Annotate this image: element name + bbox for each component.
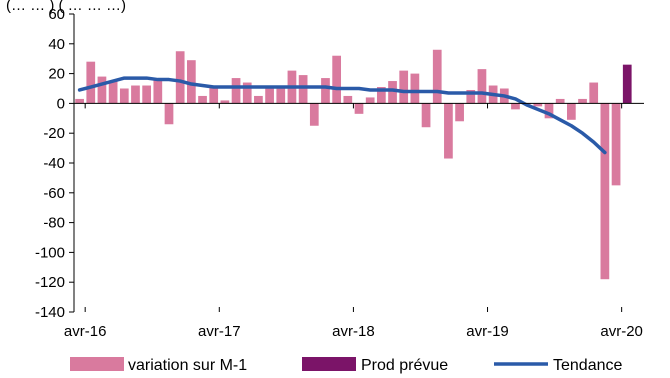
bar-variation xyxy=(589,82,599,104)
bar-variation xyxy=(298,75,308,104)
bar-variation xyxy=(455,103,464,122)
top-note: (… … ) ( … … …) xyxy=(6,0,126,14)
legend-label-variation: variation sur M-1 xyxy=(128,357,247,374)
bar-variation xyxy=(97,76,107,104)
y-tick-label: -80 xyxy=(43,215,65,232)
trend-line-group xyxy=(77,76,607,155)
x-tick-label: avr-16 xyxy=(64,323,107,340)
bar-variation xyxy=(421,103,431,128)
bar-variation xyxy=(533,103,543,107)
x-axis: avr-16 avr-17 avr-18 avr-19 avr-20 xyxy=(64,102,644,340)
bar-variation xyxy=(399,70,409,104)
y-tick-label: -100 xyxy=(35,244,65,261)
bar-variation xyxy=(578,98,587,104)
y-tick-label: 60 xyxy=(48,6,65,23)
bar-variation xyxy=(511,103,520,110)
bar-variation xyxy=(309,103,319,126)
y-tick-label: -120 xyxy=(35,274,65,291)
bar-variation xyxy=(555,98,565,104)
bar-variation xyxy=(254,95,263,104)
bar-variation xyxy=(142,85,152,104)
y-tick-label: -40 xyxy=(43,155,65,172)
bar-variation xyxy=(466,89,476,104)
bar-variation xyxy=(131,85,140,104)
y-tick-label: -60 xyxy=(43,185,65,202)
legend-swatch-prod xyxy=(302,357,356,371)
bar-variation xyxy=(611,103,621,186)
y-tick-label: 0 xyxy=(57,95,65,112)
variation-bars xyxy=(75,49,621,280)
bar-variation xyxy=(119,88,129,104)
bar-variation xyxy=(164,103,174,125)
legend: variation sur M-1 Prod prévue Tendance xyxy=(70,357,622,374)
bar-variation xyxy=(332,55,342,104)
bar-variation xyxy=(75,98,84,104)
bar-variation xyxy=(432,49,442,104)
legend-swatch-variation xyxy=(70,357,124,371)
x-tick-label: avr-19 xyxy=(466,323,509,340)
bar-variation xyxy=(175,51,185,104)
bar-variation xyxy=(343,95,353,104)
x-tick-label: avr-17 xyxy=(198,323,241,340)
legend-label-prod: Prod prévue xyxy=(361,357,448,374)
y-tick-label: -140 xyxy=(35,304,65,321)
bar-variation xyxy=(276,88,286,104)
bar-variation xyxy=(265,88,274,104)
y-tick-label: 40 xyxy=(48,36,65,53)
bar-variation xyxy=(198,95,207,104)
y-tick-label: -20 xyxy=(43,125,65,142)
legend-label-trend: Tendance xyxy=(553,357,622,374)
bar-variation xyxy=(231,78,241,104)
x-tick-label: avr-20 xyxy=(600,323,643,340)
bar-variation xyxy=(354,103,364,114)
x-tick-label: avr-18 xyxy=(332,323,375,340)
bar-variation xyxy=(186,60,196,104)
bar-variation xyxy=(108,81,118,104)
bar-variation xyxy=(365,97,375,104)
bar-variation xyxy=(321,78,330,104)
bar-variation xyxy=(209,85,219,104)
bar-variation xyxy=(410,73,420,104)
trend-line xyxy=(77,76,607,155)
y-axis: 60 40 20 0 -20 -40 -60 -80 -100 -120 -140 xyxy=(35,6,75,321)
prod-bars xyxy=(622,64,632,104)
bar-variation xyxy=(544,103,554,119)
y-tick-label: 20 xyxy=(48,66,65,83)
bar-variation xyxy=(477,69,487,104)
bar-variation xyxy=(153,79,163,104)
bar-variation xyxy=(388,81,397,104)
bar-variation xyxy=(376,87,386,104)
bar-variation xyxy=(566,103,576,120)
bar-variation xyxy=(86,61,96,104)
bar-variation xyxy=(242,82,252,104)
bar-variation xyxy=(444,103,453,159)
bar-variation xyxy=(220,100,230,104)
bar-prod-prevue xyxy=(622,64,632,104)
bar-variation xyxy=(600,103,610,280)
